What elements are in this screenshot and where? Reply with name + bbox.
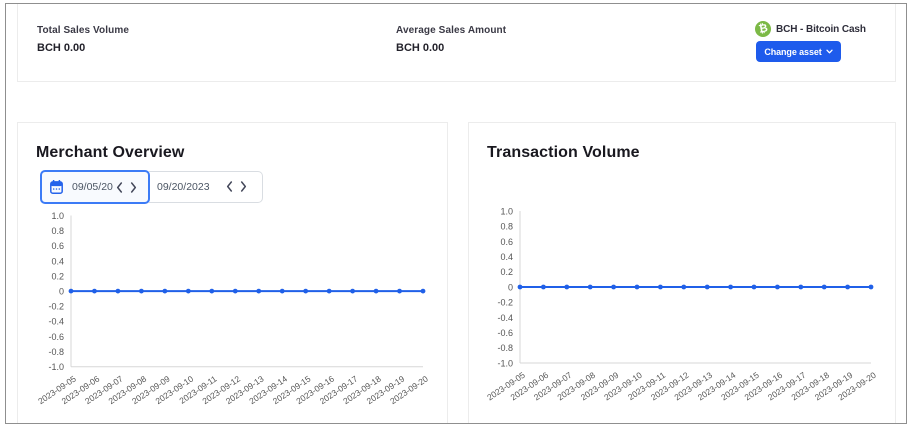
svg-text:-0.2: -0.2 [48,302,64,312]
merchant-overview-chart: 1.00.80.60.40.20-0.2-0.4-0.6-0.8-1.02023… [36,211,430,406]
stat-value: BCH 0.00 [396,42,445,54]
summary-bar: Total Sales Volume BCH 0.00 Average Sale… [17,4,896,82]
merchant-overview-panel: Merchant Overview 09/20/2023 [17,122,448,423]
chevron-down-icon [826,49,833,54]
svg-text:1.0: 1.0 [500,206,513,216]
calendar-icon [50,180,63,194]
stat-average-sales-amount: Average Sales Amount BCH 0.00 [396,24,506,56]
start-date-value: 09/05/20 [72,181,113,193]
end-date-value: 09/20/2023 [157,180,210,193]
start-date-prev-button[interactable] [115,180,123,194]
svg-text:0.4: 0.4 [500,252,513,262]
end-date-input[interactable]: 09/20/2023 [149,171,263,203]
svg-text:0: 0 [59,287,64,297]
svg-text:-0.8: -0.8 [497,343,513,353]
svg-text:0.2: 0.2 [51,271,64,281]
end-date-prev-button[interactable] [225,180,233,194]
change-asset-label: Change asset [764,46,822,57]
svg-text:-1.0: -1.0 [497,358,513,368]
svg-text:0.2: 0.2 [500,267,513,277]
date-range-picker: 09/20/2023 [40,170,264,204]
stat-label: Average Sales Amount [396,25,507,36]
start-date-input[interactable]: 09/05/20 [40,170,150,204]
panel-title: Transaction Volume [487,144,640,161]
svg-text:0.4: 0.4 [51,256,64,266]
change-asset-button[interactable]: Change asset [756,41,841,62]
panel-title: Merchant Overview [36,144,185,161]
current-asset: ₿ BCH - Bitcoin Cash [755,21,866,37]
svg-text:0.8: 0.8 [500,222,513,232]
svg-text:-0.6: -0.6 [48,332,64,342]
stat-value: BCH 0.00 [37,42,86,54]
svg-text:-0.4: -0.4 [497,313,513,323]
svg-text:0.8: 0.8 [51,226,64,236]
svg-text:0.6: 0.6 [500,237,513,247]
svg-text:-0.6: -0.6 [497,328,513,338]
stat-label: Total Sales Volume [37,25,130,36]
transaction-volume-panel: Transaction Volume 1.0 0.8 0.6 0.4 0.2 0 -0.2 -… [468,122,896,423]
svg-text:-0.4: -0.4 [48,317,64,327]
svg-text:0.6: 0.6 [51,241,64,251]
stat-total-sales-volume: Total Sales Volume BCH 0.00 [37,24,129,56]
transaction-volume-chart: 1.00.80.60.40.20-0.2-0.4-0.6-0.8-1.02023… [485,206,878,402]
svg-text:-1.0: -1.0 [48,362,64,372]
start-date-next-button[interactable] [129,180,137,194]
svg-text:1.0: 1.0 [51,211,64,221]
bitcoin-cash-icon: ₿ [755,21,771,37]
svg-text:-0.8: -0.8 [48,347,64,357]
svg-text:0: 0 [508,282,513,292]
asset-name: BCH - Bitcoin Cash [776,23,866,35]
end-date-next-button[interactable] [239,180,247,194]
svg-text:-0.2: -0.2 [497,298,513,308]
